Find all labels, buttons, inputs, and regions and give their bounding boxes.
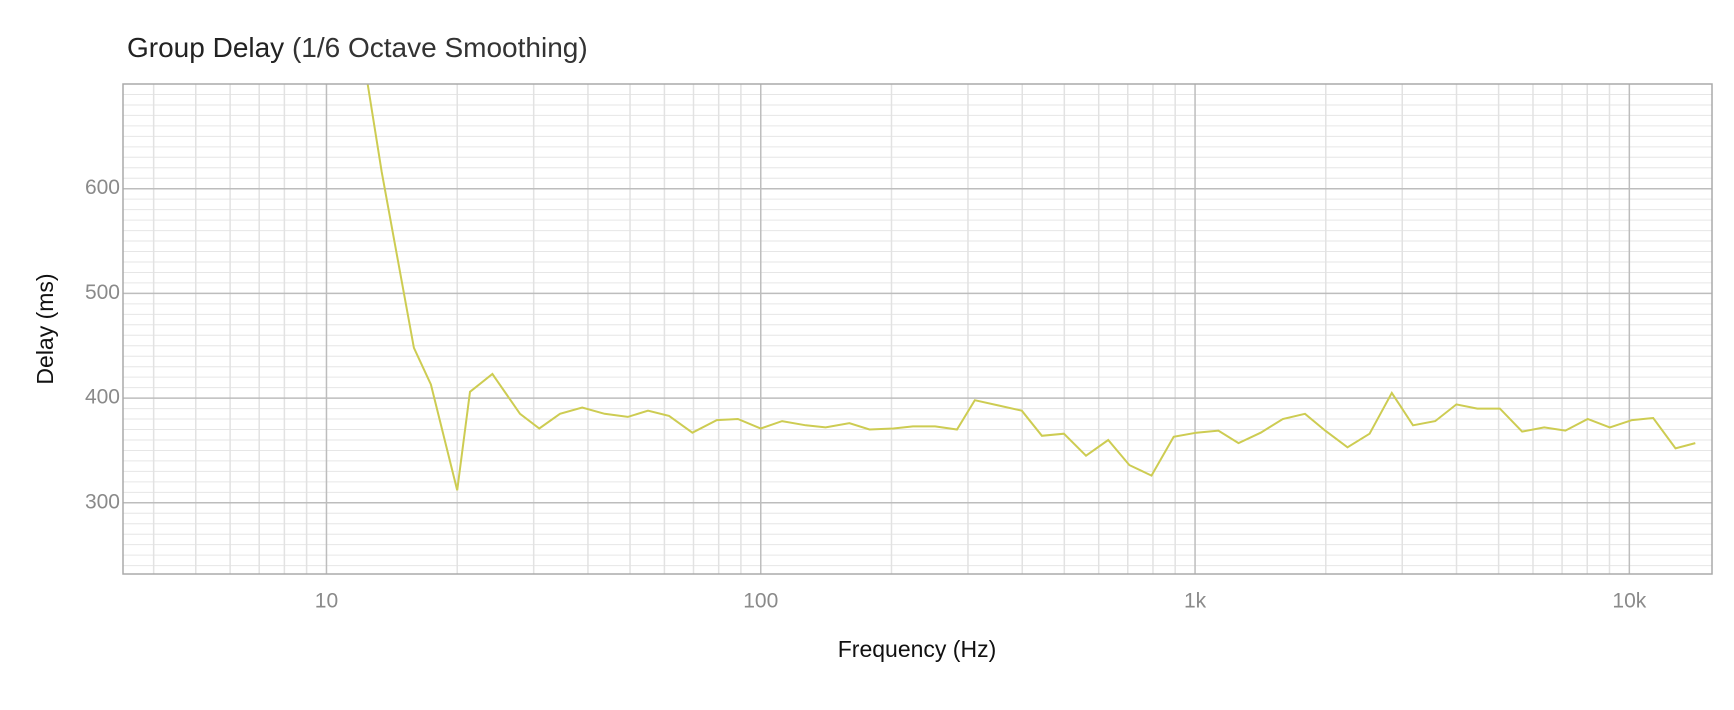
y-tick-label: 300 (85, 490, 120, 513)
grid (123, 84, 1712, 574)
plot-frame (122, 83, 1713, 575)
x-tick-label: 1k (1184, 590, 1207, 613)
x-tick-label: 10 (315, 590, 338, 613)
subtitle: (1/6 Octave Smoothing) (292, 32, 588, 63)
chart-title: Group Delay (1/6 Octave Smoothing) (127, 32, 588, 63)
plot-area (366, 84, 1696, 491)
x-axis-label: Frequency (Hz) (838, 636, 996, 662)
y-tick-label: 500 (85, 281, 120, 304)
x-tick-label: 100 (743, 590, 778, 613)
title: Group Delay (127, 32, 284, 63)
data-line (366, 84, 1696, 491)
y-tick-label: 400 (85, 386, 120, 409)
y-axis-label: Delay (ms) (32, 273, 58, 384)
y-tick-label: 600 (85, 176, 120, 199)
x-tick-label: 10k (1612, 590, 1646, 613)
